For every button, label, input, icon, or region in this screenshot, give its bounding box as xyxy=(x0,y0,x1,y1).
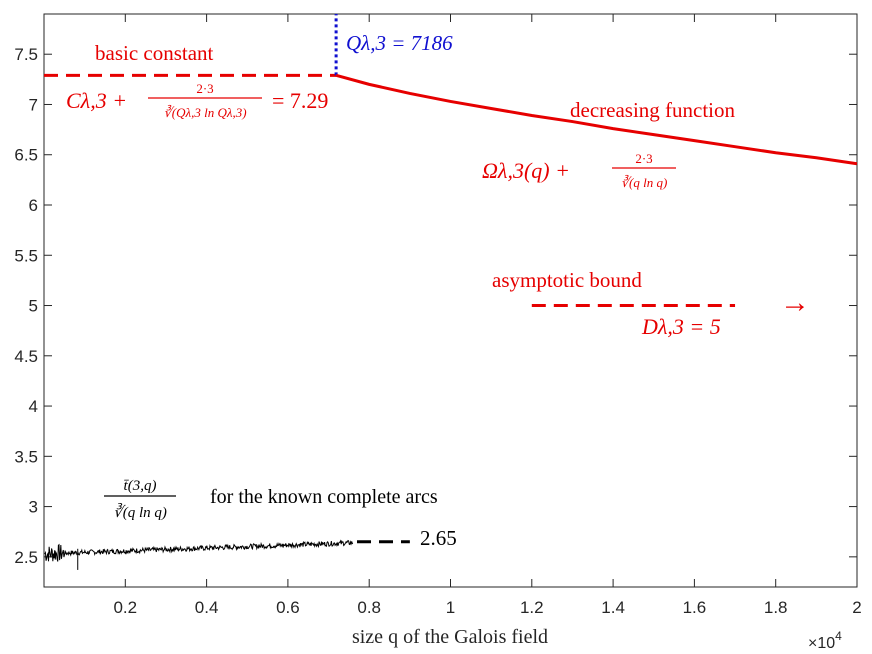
basic-constant-formula-num: 2·3 xyxy=(196,81,213,96)
x-tick-label: 2 xyxy=(852,598,861,617)
asymptotic-bound-arrow: → xyxy=(780,286,810,319)
x-tick-label: 1.8 xyxy=(764,598,788,617)
y-tick-label: 5.5 xyxy=(14,246,38,265)
x-tick-label: 1.2 xyxy=(520,598,544,617)
known-arcs-extension-label: 2.65 xyxy=(420,526,457,550)
y-tick-label: 7 xyxy=(29,95,38,114)
decreasing-function-formula-num: 2·3 xyxy=(635,151,652,166)
y-tick-label: 6.5 xyxy=(14,146,38,165)
decreasing-function-curve xyxy=(335,73,858,166)
x-tick-label: 0.2 xyxy=(113,598,137,617)
y-tick-label: 3.5 xyxy=(14,447,38,466)
basic-constant-formula-rhs: = 7.29 xyxy=(272,88,328,113)
x-axis-label: size q of the Galois field xyxy=(352,626,548,648)
decreasing-function-formula-den: ∛(q ln q) xyxy=(621,174,668,190)
known-arcs-label: for the known complete arcs xyxy=(210,486,438,508)
x-exponent: ×104 xyxy=(808,629,842,652)
known-arcs-series xyxy=(44,539,354,562)
x-tick-label: 1.6 xyxy=(683,598,707,617)
x-tick-label: 1.4 xyxy=(601,598,625,617)
series xyxy=(44,14,858,570)
decreasing-function-formula-lhs: Ωλ,3(q) + xyxy=(482,158,570,183)
asymptotic-bound-formula: Dλ,3 = 5 xyxy=(641,314,721,339)
x-tick-label: 0.6 xyxy=(276,598,300,617)
y-tick-label: 6 xyxy=(29,196,38,215)
x-tick-label: 0.4 xyxy=(195,598,219,617)
y-tick-label: 2.5 xyxy=(14,548,38,567)
known-arcs-formula-num: t̄(3,q) xyxy=(123,478,156,494)
ticks: 0.2 0.4 0.6 0.8 1 1.2 1.4 1.6 1.8 2 2.5 3 3.5 4 4.5 5 5.… xyxy=(14,14,862,617)
y-tick-label: 3 xyxy=(29,498,38,517)
y-tick-label: 4.5 xyxy=(14,347,38,366)
y-tick-label: 7.5 xyxy=(14,45,38,64)
known-arcs-formula-den: ∛(q ln q) xyxy=(113,503,167,521)
basic-constant-label: basic constant xyxy=(95,41,214,65)
decreasing-function-label: decreasing function xyxy=(570,98,736,122)
asymptotic-bound-label: asymptotic bound xyxy=(492,268,642,292)
x-tick-label: 1 xyxy=(446,598,455,617)
basic-constant-formula-lhs: Cλ,3 + xyxy=(66,88,127,113)
y-tick-label: 4 xyxy=(29,397,38,416)
threshold-label: Qλ,3 = 7186 xyxy=(346,31,453,55)
x-tick-label: 0.8 xyxy=(357,598,381,617)
basic-constant-formula-den: ∛(Qλ,3 ln Qλ,3) xyxy=(163,104,246,120)
y-tick-label: 5 xyxy=(29,297,38,316)
